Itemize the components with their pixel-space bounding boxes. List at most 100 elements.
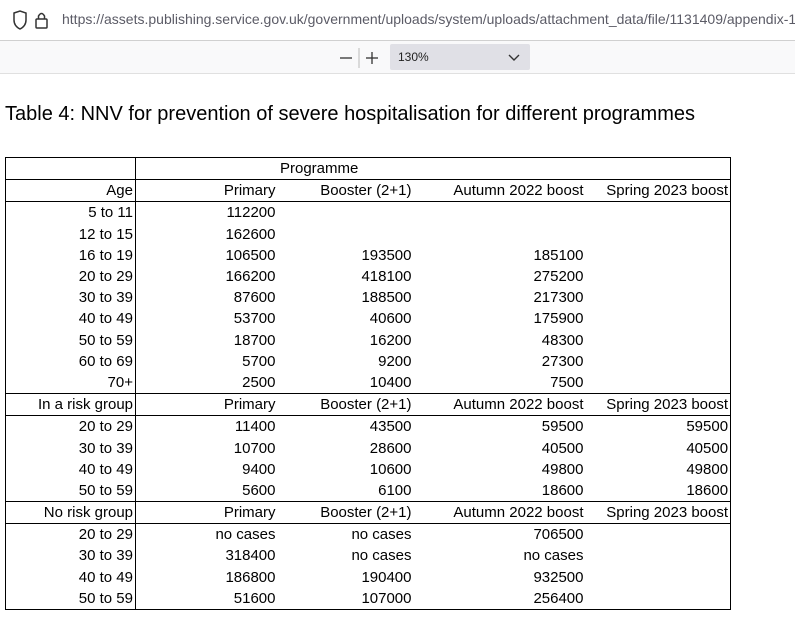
row-label: 12 to 15 [5,223,136,245]
value-cell: 2500 [242,373,276,391]
data-row: 40 to 49 186800 190400 932500 [5,566,731,588]
header-cell: Primary [135,179,278,203]
row-label: 30 to 39 [5,287,136,309]
value-cell: 9400 [242,460,276,478]
empty-cell [586,372,731,394]
row-label: 30 to 39 [5,545,136,567]
empty-cell [278,224,414,245]
value-cell: 175900 [533,310,584,328]
empty-cell [5,157,136,181]
header-cell: Spring 2023 boost [585,393,731,417]
data-row: 16 to 19 106500 193500 185100 [5,244,731,266]
dropdown-arrow [508,54,520,61]
value-cell: 18700 [233,331,276,349]
programme-row: Programme [5,157,731,181]
value-cell: no cases [351,526,412,544]
zoom-level: 130% [398,50,429,64]
value-cell: 162600 [225,225,276,243]
value-cell: 43500 [369,418,412,436]
zoom-select[interactable]: 130% [390,44,530,70]
value-cell: 51600 [233,589,276,607]
value-cell: 5700 [242,352,276,370]
data-row: 30 to 39 318400 no cases no cases [5,545,731,567]
empty-cell [586,266,731,287]
value-cell: 256400 [533,589,584,607]
header-cell: Autumn 2022 boost [413,179,586,203]
header-cell: In a risk group [5,393,136,417]
data-row: 50 to 59 18700 16200 48300 [5,329,731,351]
empty-cell [586,287,731,308]
row-label: 40 to 49 [5,458,136,480]
row-label: 50 to 59 [5,587,136,610]
data-row: 12 to 15 162600 [5,223,731,245]
header-cell: Booster (2+1) [277,179,414,203]
row-label: 30 to 39 [5,437,136,459]
value-cell: no cases [215,526,276,544]
row-label: 50 to 59 [5,329,136,351]
value-cell: 59500 [541,418,584,436]
header-cell: Spring 2023 boost [585,500,731,525]
empty-cell [586,588,731,610]
value-cell: no cases [351,547,412,565]
empty-cell [586,330,731,351]
header-row: In a risk group Primary Booster (2+1) Autum… [5,393,731,417]
data-row: 50 to 59 5600 6100 18600 18600 [5,479,731,502]
data-row: 20 to 29 no cases no cases 706500 [5,523,731,546]
value-cell: 193500 [361,246,412,264]
row-label: 50 to 59 [5,479,136,502]
empty-cell [414,224,586,245]
data-row: 40 to 49 53700 40600 175900 [5,308,731,330]
empty-cell [586,308,731,329]
value-cell: 27300 [541,352,584,370]
empty-cell [586,202,731,224]
value-cell: 318400 [225,547,276,565]
data-row: 70+ 2500 10400 7500 [5,371,731,394]
value-cell: 166200 [225,268,276,286]
data-row: 20 to 29 11400 43500 59500 59500 [5,415,731,438]
row-label: 60 to 69 [5,350,136,372]
table-title: Table 4: NNV for prevention of severe ho… [5,103,695,125]
value-cell: 11400 [234,418,276,436]
value-cell: 48300 [541,331,584,349]
value-cell: 28600 [369,439,412,457]
empty-cell [586,524,731,546]
value-cell: 59500 [686,418,729,436]
header-cell: Autumn 2022 boost [413,393,586,417]
header-cell: Booster (2+1) [277,393,414,417]
data-row: 40 to 49 9400 10600 49800 49800 [5,458,731,480]
value-cell: 10700 [233,439,276,457]
url: https://assets.publishing.service.gov.uk… [62,11,795,27]
row-label: 16 to 19 [5,244,136,266]
header-cell: Autumn 2022 boost [413,500,586,525]
value-cell: 106500 [225,246,276,264]
value-cell: 190400 [361,568,412,586]
value-cell: 40600 [369,310,412,328]
empty-cell [586,224,731,245]
data-row: 30 to 39 10700 28600 40500 40500 [5,437,731,459]
data-row: 20 to 29 166200 418100 275200 [5,265,731,288]
value-cell: 185100 [533,246,584,264]
value-cell: 40500 [541,439,584,457]
value-cell: 87600 [233,289,276,307]
programme-header: Programme [135,157,731,181]
value-cell: 16200 [369,331,412,349]
zoom-buttons[interactable] [335,41,385,73]
value-cell: 40500 [686,439,729,457]
data-row: 60 to 69 5700 9200 27300 [5,350,731,372]
data-row: 50 to 59 51600 107000 256400 [5,587,731,610]
value-cell: no cases [523,547,584,565]
value-cell: 112200 [226,204,276,222]
empty-cell [586,567,731,588]
value-cell: 706500 [533,526,584,544]
value-cell: 10600 [369,460,412,478]
value-cell: 49800 [541,460,584,478]
value-cell: 9200 [378,352,412,370]
address-bar[interactable]: https://assets.publishing.service.gov.uk… [0,0,795,41]
row-label: 40 to 49 [5,308,136,330]
row-label: 20 to 29 [5,523,136,546]
header-row: Age Primary Booster (2+1) Autumn 2022 boost… [5,179,731,203]
empty-cell [586,351,731,372]
value-cell: 18600 [541,481,584,499]
value-cell: 186800 [225,568,276,586]
